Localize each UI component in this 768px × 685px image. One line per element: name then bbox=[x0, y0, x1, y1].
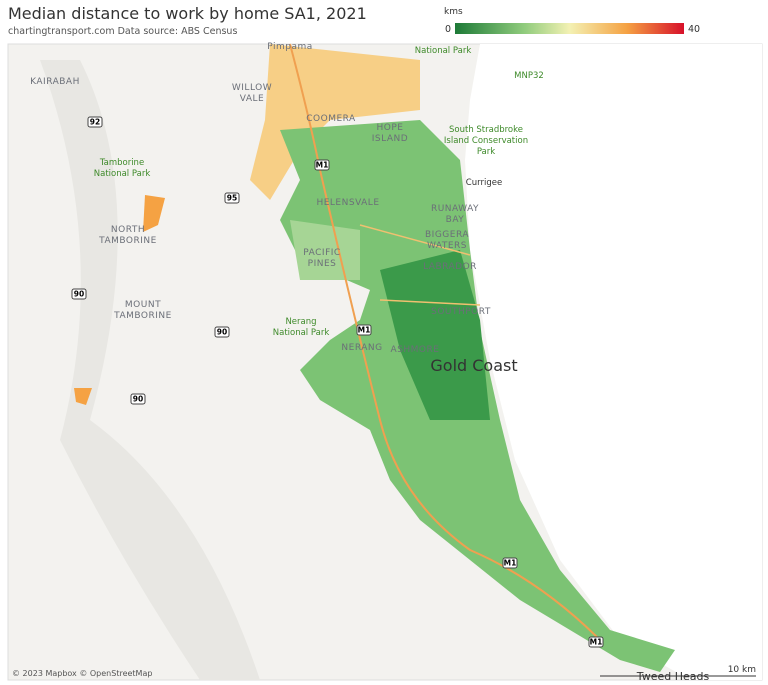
place-label: MNP32 bbox=[514, 71, 544, 81]
road-label: M1 bbox=[590, 638, 603, 647]
road-label: 90 bbox=[74, 290, 84, 299]
place-label-line: PINES bbox=[308, 259, 337, 269]
road-label: M1 bbox=[504, 559, 517, 568]
place-label-line: RUNAWAY bbox=[431, 204, 479, 214]
place-label: NERANG bbox=[341, 343, 382, 353]
legend-min: 0 bbox=[445, 24, 451, 35]
road-shield bbox=[224, 192, 240, 204]
place-label: Tamborine National Park bbox=[94, 158, 151, 179]
place-label-line: VALE bbox=[240, 94, 264, 104]
place-label: ASHMORE bbox=[391, 345, 440, 355]
place-label: RUNAWAY BAY bbox=[431, 204, 479, 225]
place-label-line: ASHMORE bbox=[391, 345, 440, 355]
region-tamborine bbox=[143, 195, 165, 232]
road-shield bbox=[87, 116, 103, 128]
place-label-line: NORTH bbox=[111, 225, 145, 235]
place-label-line: Pimpama bbox=[267, 42, 313, 52]
place-label: Pimpama bbox=[267, 42, 313, 52]
region-core bbox=[380, 250, 490, 420]
place-label-line: National Park bbox=[94, 169, 151, 179]
place-label-line: National Park bbox=[273, 328, 330, 338]
place-label-line: Island Conservation bbox=[444, 136, 528, 146]
road bbox=[359, 224, 481, 306]
place-label: SOUTHPORT bbox=[431, 307, 491, 317]
subtitle: chartingtransport.com Data source: ABS C… bbox=[8, 26, 237, 37]
place-label-line: MNP32 bbox=[514, 71, 544, 81]
place-label-line: ISLAND bbox=[372, 134, 408, 144]
place-label-line: TAMBORINE bbox=[98, 236, 157, 246]
place-label: WILLOW VALE bbox=[232, 83, 272, 104]
place-label: Nerang National Park bbox=[273, 317, 330, 338]
place-label: National Park bbox=[415, 46, 472, 56]
place-label: Currigee bbox=[466, 178, 502, 188]
place-label-line: TAMBORINE bbox=[113, 311, 172, 321]
road-shield bbox=[588, 636, 604, 648]
place-label-line: HOPE bbox=[377, 123, 404, 133]
place-label-line: HELENSVALE bbox=[316, 198, 379, 208]
road-shield bbox=[314, 159, 330, 171]
place-label: NORTH TAMBORINE bbox=[98, 225, 157, 246]
road-shield bbox=[71, 288, 87, 300]
road-label: 90 bbox=[133, 395, 143, 404]
place-label: MOUNT TAMBORINE bbox=[113, 300, 172, 321]
road-label: 92 bbox=[90, 118, 100, 127]
place-label-line: COOMERA bbox=[306, 114, 356, 124]
road-label: 95 bbox=[227, 194, 237, 203]
region-west bbox=[74, 388, 92, 405]
place-label: BIGGERA WATERS bbox=[425, 230, 469, 251]
place-label-line: MOUNT bbox=[125, 300, 161, 310]
road-label: M1 bbox=[358, 326, 371, 335]
place-label-line: Currigee bbox=[466, 178, 502, 188]
scale-label: 10 km bbox=[728, 665, 756, 675]
terrain bbox=[40, 60, 260, 680]
labels: KAIRABAH WILLOW VALE COOMERA HOPE ISLAND Tambo… bbox=[30, 42, 709, 683]
place-label-line: South Stradbroke bbox=[449, 125, 523, 135]
place-label: Gold Coast bbox=[430, 356, 517, 375]
place-label-line: Nerang bbox=[285, 317, 316, 327]
legend-max: 40 bbox=[688, 24, 700, 35]
title: Median distance to work by home SA1, 202… bbox=[8, 4, 367, 23]
place-label-line: WILLOW bbox=[232, 83, 272, 93]
legend-title: kms bbox=[444, 7, 463, 17]
map bbox=[7, 43, 763, 681]
place-label-line: Gold Coast bbox=[430, 356, 517, 375]
place-label: KAIRABAH bbox=[30, 77, 80, 87]
place-label-line: PACIFIC bbox=[303, 248, 340, 258]
road-label: M1 bbox=[316, 161, 329, 170]
road-shield bbox=[502, 557, 518, 569]
place-label-line: BIGGERA bbox=[425, 230, 469, 240]
sea bbox=[465, 44, 762, 680]
place-label: COOMERA bbox=[306, 114, 356, 124]
place-label-line: SOUTHPORT bbox=[431, 307, 491, 317]
road-shield bbox=[356, 324, 372, 336]
place-label-line: WATERS bbox=[427, 241, 467, 251]
place-label-line: BAY bbox=[446, 215, 465, 225]
place-label-line: Tweed Heads bbox=[636, 670, 710, 683]
place-label-line: National Park bbox=[415, 46, 472, 56]
place-label: PACIFIC PINES bbox=[303, 248, 340, 269]
place-label-line: LABRADOR bbox=[423, 262, 477, 272]
place-label: Tweed Heads bbox=[636, 670, 710, 683]
attribution: © 2023 Mapbox © OpenStreetMap bbox=[12, 669, 152, 678]
road-label: 90 bbox=[217, 328, 227, 337]
place-label-line: Park bbox=[477, 147, 495, 157]
place-label-line: Tamborine bbox=[99, 158, 144, 168]
road-shield bbox=[214, 326, 230, 338]
place-label: HOPE ISLAND bbox=[372, 123, 408, 144]
place-label-line: KAIRABAH bbox=[30, 77, 80, 87]
road-shield bbox=[130, 393, 146, 405]
place-label: South Stradbroke Island Conservation Park bbox=[444, 125, 528, 157]
place-label: HELENSVALE bbox=[316, 198, 379, 208]
legend-bar bbox=[455, 23, 684, 34]
place-label: LABRADOR bbox=[423, 262, 477, 272]
place-label-line: NERANG bbox=[341, 343, 382, 353]
